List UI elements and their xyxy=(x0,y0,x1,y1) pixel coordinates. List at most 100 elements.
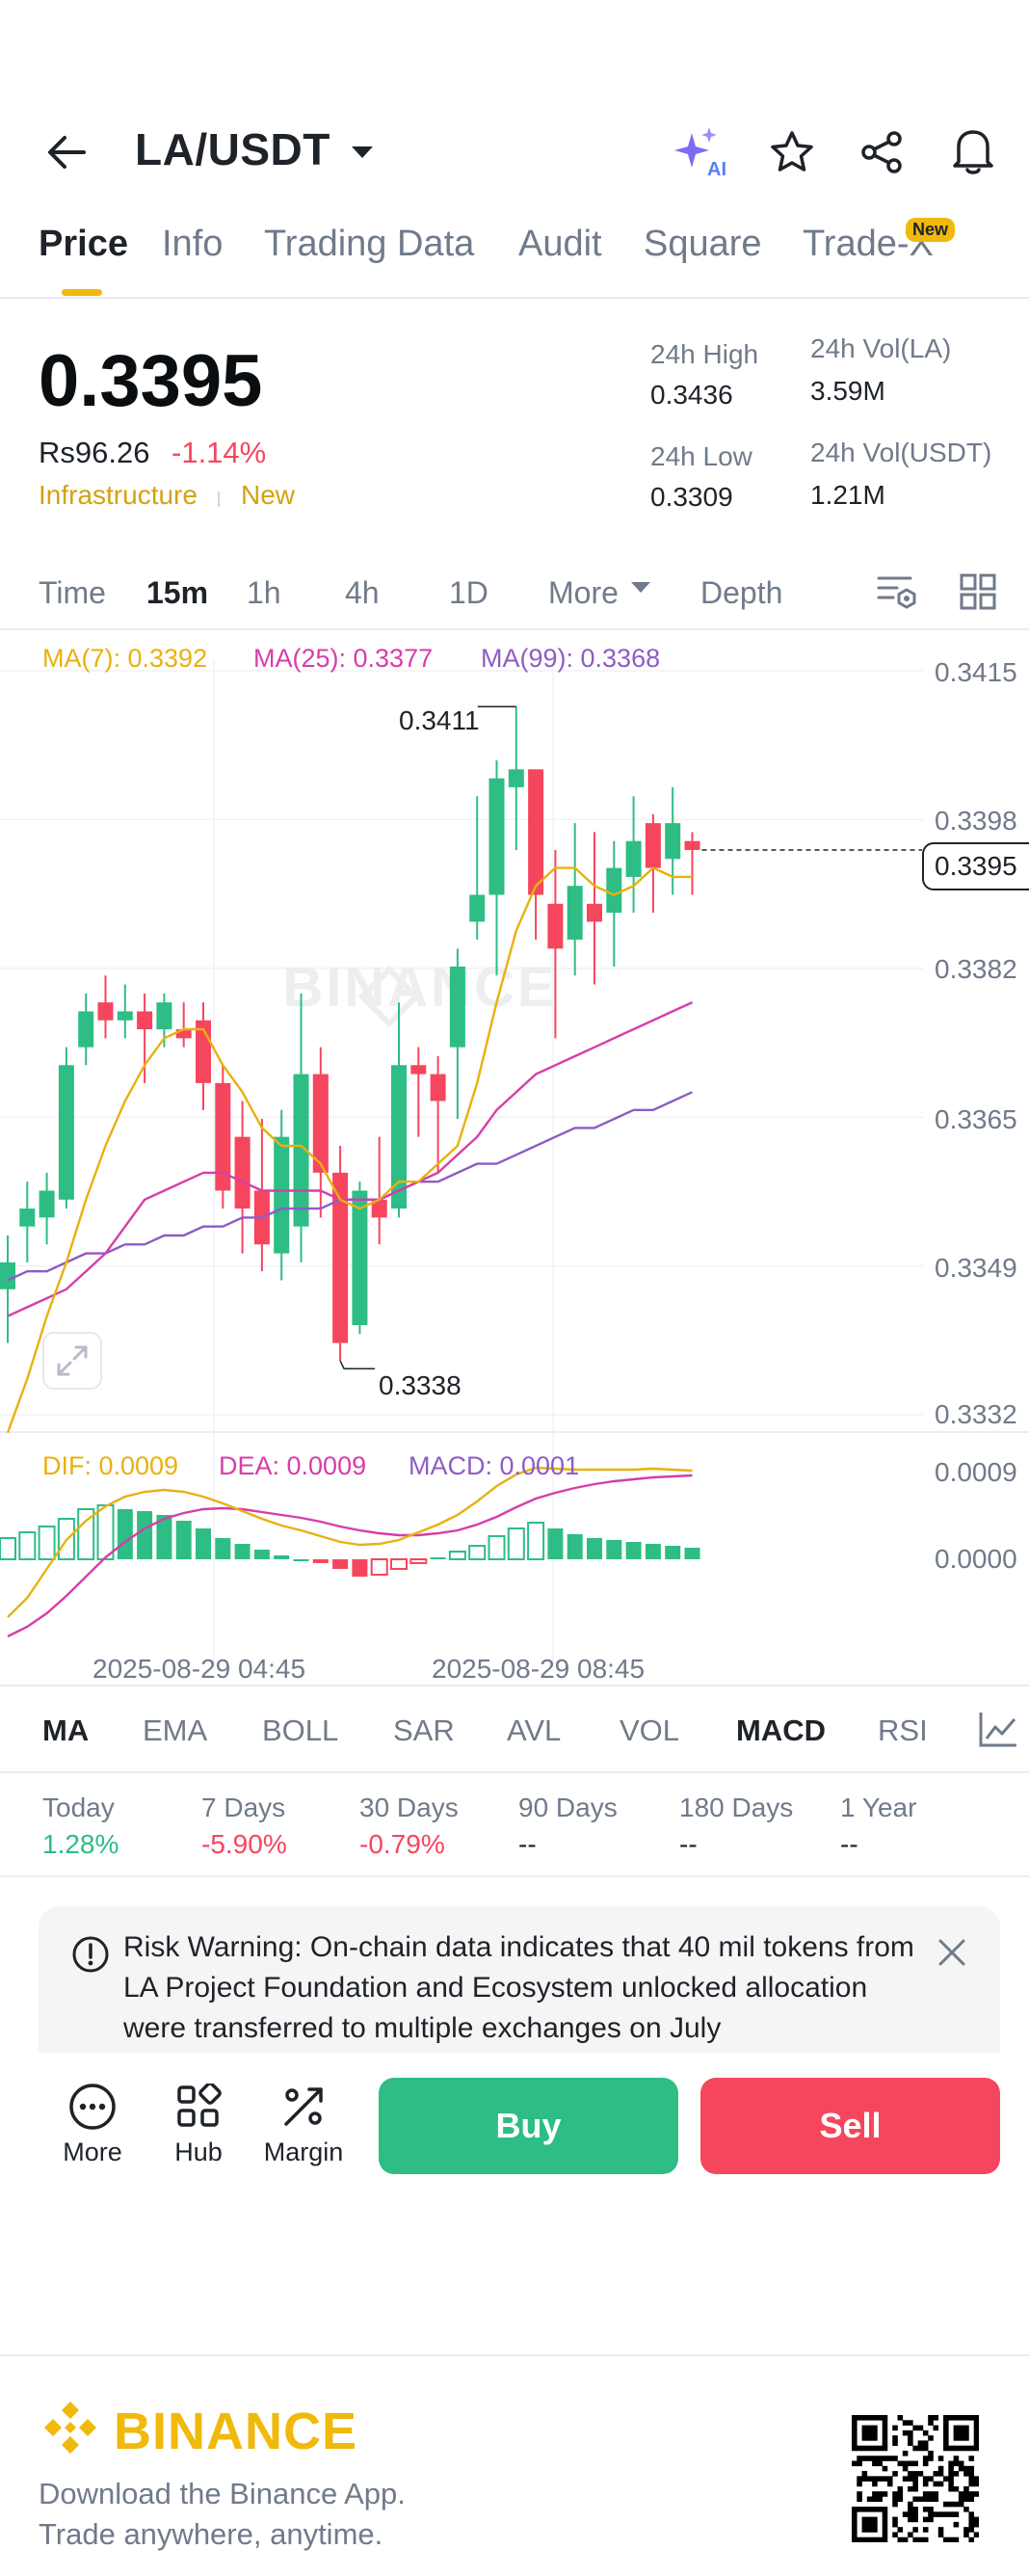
qr-module xyxy=(872,2521,878,2528)
qr-module xyxy=(882,2521,888,2528)
qr-module xyxy=(933,2425,939,2431)
macd-histogram-bar xyxy=(293,1559,309,1561)
expand-icon xyxy=(57,1345,88,1376)
indicator-vol[interactable]: VOL xyxy=(620,1713,680,1747)
high-marker-label: 0.3411 xyxy=(399,705,480,735)
tf-1d[interactable]: 1D xyxy=(449,575,488,610)
chart-settings-button[interactable] xyxy=(873,569,921,615)
candle-body xyxy=(332,1172,349,1343)
qr-module xyxy=(877,2456,883,2461)
qr-module xyxy=(902,2420,909,2426)
qr-module xyxy=(892,2516,898,2523)
tf-4h[interactable]: 4h xyxy=(345,575,380,610)
qr-module xyxy=(892,2501,898,2508)
qr-module xyxy=(973,2420,979,2426)
macd-histogram-bar xyxy=(156,1515,172,1559)
tag-new[interactable]: New xyxy=(241,480,296,510)
qr-module xyxy=(973,2445,979,2452)
macd-legend: MACD: 0.0001 xyxy=(409,1451,580,1480)
qr-module xyxy=(933,2415,939,2421)
indicator-settings-button[interactable] xyxy=(975,1706,1021,1752)
ai-button[interactable]: AI xyxy=(671,121,732,183)
tf-15m[interactable]: 15m xyxy=(146,575,209,610)
qr-module xyxy=(852,2415,858,2421)
qr-module xyxy=(963,2465,969,2472)
qr-module xyxy=(877,2460,883,2467)
more-label[interactable]: More xyxy=(63,2138,122,2166)
qr-module xyxy=(943,2536,949,2542)
share-button[interactable] xyxy=(852,121,913,183)
back-button[interactable] xyxy=(39,123,96,181)
tab-audit[interactable]: Audit xyxy=(518,224,602,264)
bell-icon xyxy=(953,130,993,174)
indicator-sar[interactable]: SAR xyxy=(393,1713,455,1747)
expand-chart-button[interactable] xyxy=(42,1332,102,1390)
qr-module xyxy=(948,2460,954,2467)
macd-histogram-bar xyxy=(567,1534,583,1559)
qr-module xyxy=(953,2485,960,2492)
indicator-avl[interactable]: AVL xyxy=(507,1713,562,1747)
indicator-boll[interactable]: BOLL xyxy=(262,1713,339,1747)
tab-info[interactable]: Info xyxy=(162,224,224,264)
tf-more[interactable]: More xyxy=(548,575,619,610)
qr-module xyxy=(908,2511,913,2517)
perf-value-30d: -0.79% xyxy=(359,1829,445,1859)
qr-module xyxy=(922,2440,929,2446)
macd-histogram-bar xyxy=(606,1540,622,1559)
favorite-button[interactable] xyxy=(761,121,823,183)
alert-button[interactable] xyxy=(942,120,1004,181)
qr-module xyxy=(948,2476,954,2482)
margin-label[interactable]: Margin xyxy=(263,2138,344,2166)
sell-button[interactable]: Sell xyxy=(700,2078,1000,2174)
qr-code[interactable] xyxy=(852,2415,979,2542)
candle-body xyxy=(39,1190,55,1218)
hub-button[interactable] xyxy=(170,2080,227,2134)
indicator-rsi[interactable]: RSI xyxy=(878,1713,928,1747)
qr-module xyxy=(953,2445,960,2452)
buy-button[interactable]: Buy xyxy=(379,2078,678,2174)
qr-module xyxy=(973,2476,979,2482)
qr-module xyxy=(963,2471,969,2477)
qr-module xyxy=(892,2521,898,2528)
qr-module xyxy=(902,2511,909,2517)
qr-module xyxy=(968,2481,975,2487)
indicator-ema[interactable]: EMA xyxy=(143,1713,208,1747)
qr-module xyxy=(872,2476,878,2482)
qr-module xyxy=(872,2481,878,2487)
qr-module xyxy=(857,2481,862,2487)
layout-grid-button[interactable] xyxy=(954,569,1002,615)
close-warning-button[interactable] xyxy=(929,1929,975,1976)
pair-title[interactable]: LA/USDT xyxy=(135,124,330,174)
qr-module xyxy=(892,2425,898,2431)
risk-warning-banner[interactable]: Risk Warning: On-chain data indicates th… xyxy=(39,1906,1000,2053)
candlestick-chart[interactable]: BINANCE xyxy=(0,630,1029,1681)
tag-infrastructure[interactable]: Infrastructure xyxy=(39,480,198,510)
indicator-ma[interactable]: MA xyxy=(42,1713,90,1747)
qr-module xyxy=(958,2501,964,2508)
more-button[interactable] xyxy=(64,2080,121,2134)
qr-module xyxy=(937,2527,944,2533)
macd-histogram-bar xyxy=(645,1544,661,1559)
qr-module xyxy=(908,2420,913,2426)
qr-module xyxy=(973,2491,979,2497)
tab-price[interactable]: Price xyxy=(39,224,128,264)
tf-1h[interactable]: 1h xyxy=(247,575,281,610)
line-chart-icon xyxy=(979,1713,1016,1747)
macd-histogram-bar xyxy=(137,1511,153,1559)
tab-trading-data[interactable]: Trading Data xyxy=(264,224,475,264)
tab-square[interactable]: Square xyxy=(644,224,762,264)
qr-module xyxy=(866,2521,873,2528)
qr-module xyxy=(953,2430,960,2436)
tf-time[interactable]: Time xyxy=(39,575,106,610)
indicator-macd[interactable]: MACD xyxy=(736,1713,826,1747)
qr-module xyxy=(963,2415,969,2421)
qr-module xyxy=(943,2445,949,2452)
current-price-tag[interactable] xyxy=(922,842,1029,890)
macd-histogram-bar xyxy=(352,1559,368,1577)
margin-button[interactable] xyxy=(275,2080,332,2134)
tf-depth[interactable]: Depth xyxy=(700,575,783,610)
hub-label[interactable]: Hub xyxy=(174,2138,223,2166)
qr-module xyxy=(963,2435,969,2441)
qr-module xyxy=(928,2516,934,2523)
pair-dropdown-button[interactable] xyxy=(345,135,380,170)
